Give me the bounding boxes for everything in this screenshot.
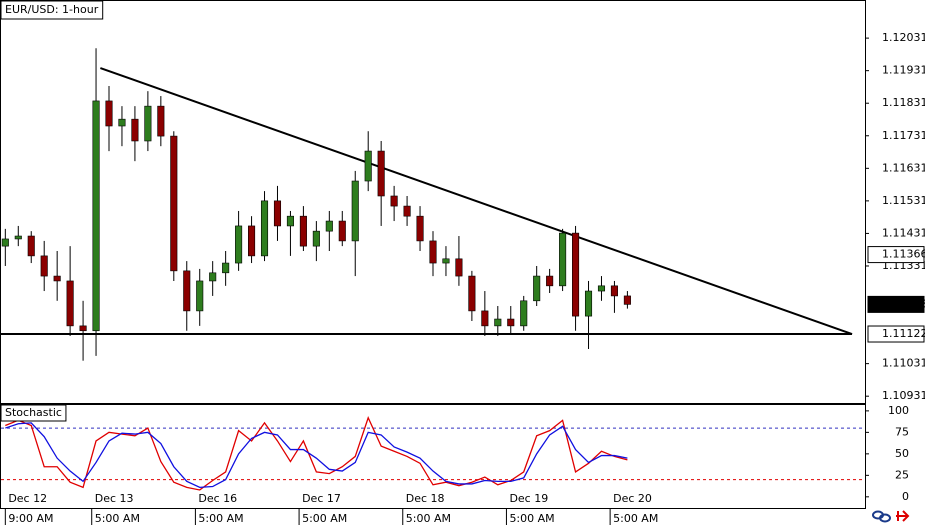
title-box bbox=[0, 0, 104, 20]
candle-body bbox=[390, 195, 398, 207]
candle-body bbox=[507, 318, 515, 327]
candle-body bbox=[597, 285, 606, 292]
candle-body bbox=[53, 275, 61, 282]
x-date-label: Dec 16 bbox=[198, 492, 237, 505]
link-icon[interactable] bbox=[872, 510, 891, 523]
price-marker-box bbox=[867, 325, 925, 343]
candle-body bbox=[403, 205, 411, 217]
x-tick-label: 5:00 AM bbox=[509, 512, 554, 525]
candle-body bbox=[520, 300, 528, 327]
candle-body bbox=[235, 225, 243, 264]
candle-body bbox=[546, 275, 554, 287]
y-tick-label: 1.11431 bbox=[882, 226, 925, 239]
candle-body bbox=[559, 232, 567, 287]
y-tick-label: 50 bbox=[895, 447, 909, 460]
candle-body bbox=[468, 275, 476, 312]
candle-body bbox=[131, 118, 139, 142]
candle-body bbox=[455, 258, 463, 277]
x-date-label: Dec 18 bbox=[406, 492, 445, 505]
x-date-label: Dec 17 bbox=[302, 492, 341, 505]
candle-body bbox=[572, 232, 580, 317]
candle-body bbox=[442, 258, 450, 264]
candle-body bbox=[183, 270, 191, 312]
candle-body bbox=[273, 200, 282, 227]
x-date-label: Dec 20 bbox=[613, 492, 652, 505]
candle-body bbox=[79, 325, 87, 332]
price-marker-label: 1.11122 bbox=[882, 327, 925, 340]
candle-body bbox=[377, 150, 385, 197]
stochastic-panel bbox=[0, 404, 866, 509]
x-date-label: Dec 13 bbox=[95, 492, 134, 505]
price-marker-label: 1.11213 bbox=[882, 297, 925, 310]
candle-body bbox=[170, 135, 178, 272]
x-date-label: Dec 12 bbox=[8, 492, 47, 505]
candle-body bbox=[494, 318, 502, 327]
candle-body bbox=[364, 150, 372, 182]
candle-body bbox=[144, 105, 152, 142]
y-tick-label: 1.10931 bbox=[882, 389, 925, 402]
candle-body bbox=[584, 290, 593, 317]
stochastic-line bbox=[5, 415, 628, 491]
price-marker-box bbox=[867, 246, 925, 264]
candle-body bbox=[312, 230, 320, 247]
candle-body bbox=[92, 100, 100, 332]
y-tick-label: 1.11531 bbox=[882, 194, 925, 207]
y-tick-label: 1.11031 bbox=[882, 357, 925, 370]
candle-body bbox=[196, 280, 204, 312]
candle-body bbox=[222, 262, 230, 274]
candle-body bbox=[610, 285, 618, 297]
price-marker-label: 1.11366 bbox=[882, 248, 925, 261]
y-tick-label: 1.11731 bbox=[882, 129, 925, 142]
y-tick-label: 75 bbox=[895, 425, 909, 438]
candle-body bbox=[157, 105, 165, 137]
price-panel bbox=[0, 0, 866, 404]
x-tick-label: 5:00 AM bbox=[613, 512, 658, 525]
x-date-label: Dec 19 bbox=[509, 492, 548, 505]
y-tick-label: 1.11831 bbox=[882, 96, 925, 109]
candle-body bbox=[416, 215, 424, 242]
candle-body bbox=[429, 240, 437, 264]
candle-body bbox=[27, 235, 35, 257]
candle-body bbox=[260, 200, 269, 257]
stochastic-line bbox=[5, 422, 628, 489]
arrow-icon[interactable] bbox=[896, 510, 910, 522]
y-tick-label: 100 bbox=[888, 404, 909, 417]
trendline bbox=[100, 67, 853, 335]
candle-body bbox=[209, 272, 217, 282]
chart-title: EUR/USD: 1-hour bbox=[5, 3, 99, 16]
candle-body bbox=[338, 220, 346, 242]
x-tick-label: 5:00 AM bbox=[198, 512, 243, 525]
x-tick-label: 5:00 AM bbox=[406, 512, 451, 525]
x-tick-label: 5:00 AM bbox=[95, 512, 140, 525]
candle-body bbox=[14, 235, 22, 240]
candle-body bbox=[623, 295, 631, 305]
candle-body bbox=[66, 280, 74, 327]
chart-title: Stochastic bbox=[5, 406, 62, 419]
price-marker-box bbox=[867, 295, 925, 313]
y-tick-label: 25 bbox=[895, 468, 909, 481]
y-tick-label: 1.11931 bbox=[882, 64, 925, 77]
title-box bbox=[0, 404, 67, 422]
candle-body bbox=[481, 310, 489, 327]
candle-body bbox=[325, 220, 333, 232]
candle-body bbox=[40, 255, 48, 277]
candle-body bbox=[1, 238, 9, 247]
candle-body bbox=[248, 225, 256, 257]
candle-body bbox=[351, 180, 359, 242]
candle-body bbox=[533, 275, 541, 302]
candle-body bbox=[299, 215, 307, 247]
y-tick-label: 1.11631 bbox=[882, 161, 925, 174]
x-tick-label: 5:00 AM bbox=[302, 512, 347, 525]
y-tick-label: 0 bbox=[902, 490, 909, 503]
x-tick-label: 9:00 AM bbox=[8, 512, 53, 525]
y-tick-label: 1.12031 bbox=[882, 31, 925, 44]
candle-body bbox=[118, 118, 126, 127]
candle-body bbox=[105, 100, 113, 127]
toolbar-icons bbox=[872, 510, 910, 523]
candle-body bbox=[286, 215, 294, 227]
